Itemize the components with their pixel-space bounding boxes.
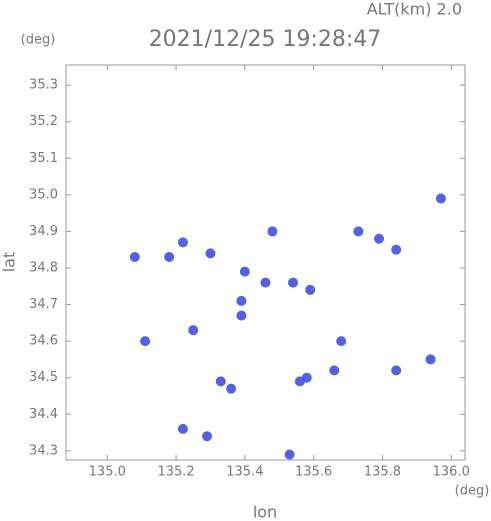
y-axis-label: lat [0, 252, 19, 273]
x-tick-label: 135.8 [364, 465, 401, 480]
echo-point [329, 365, 340, 376]
echo-point [205, 248, 216, 259]
echo-point [288, 277, 299, 288]
x-tick-label: 136.0 [433, 465, 470, 480]
echo-point [140, 336, 151, 347]
echo-point [177, 237, 188, 248]
echo-point [239, 266, 250, 277]
plot-frame [65, 64, 466, 461]
y-tick-label: 35.1 [29, 151, 58, 166]
echo-point [284, 449, 295, 460]
y-tick-label: 34.3 [29, 443, 58, 458]
echo-point [353, 226, 364, 237]
echo-point [391, 365, 402, 376]
echo-point [267, 226, 278, 237]
echo-point [425, 354, 436, 365]
echo-point [260, 277, 271, 288]
subtitle: ALT(km) 2.0 [367, 0, 462, 19]
x-tick-label: 135.6 [295, 465, 332, 480]
echo-point [236, 310, 247, 321]
echo-point [129, 252, 140, 263]
y-tick-label: 34.4 [29, 407, 58, 422]
echo-point [215, 376, 226, 387]
echo-point [374, 233, 385, 244]
y-unit: (deg) [21, 33, 56, 48]
echo-point [435, 193, 446, 204]
echo-point [202, 431, 213, 442]
x-axis-label: lon [253, 503, 277, 521]
echo-point [294, 376, 305, 387]
y-tick-label: 35.3 [29, 78, 58, 93]
echo-point [226, 383, 237, 394]
echo-point [188, 325, 199, 336]
x-tick-label: 135.4 [226, 465, 263, 480]
echo-point [305, 284, 316, 295]
echo-point [336, 336, 347, 347]
y-tick-label: 34.6 [29, 334, 58, 349]
y-tick-label: 35.2 [29, 114, 58, 129]
y-tick-label: 34.7 [29, 297, 58, 312]
echo-point [177, 423, 188, 434]
chart-title: 2021/12/25 19:28:47 [149, 27, 382, 52]
y-tick-label: 34.8 [29, 260, 58, 275]
y-tick-label: 34.5 [29, 370, 58, 385]
x-tick-label: 135.0 [89, 465, 126, 480]
echo-point [236, 295, 247, 306]
x-tick-label: 135.2 [157, 465, 194, 480]
y-tick-label: 34.9 [29, 224, 58, 239]
echo-point [391, 244, 402, 255]
x-unit: (deg) [455, 484, 490, 499]
y-tick-label: 35.0 [29, 187, 58, 202]
echo-point [164, 252, 175, 263]
